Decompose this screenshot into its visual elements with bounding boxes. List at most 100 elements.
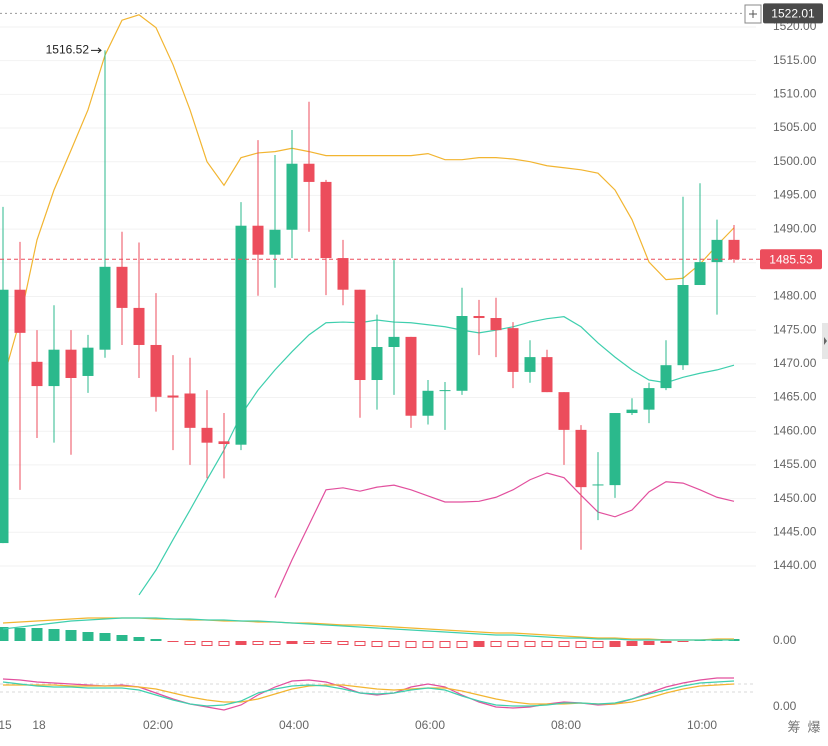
candle-body xyxy=(14,289,26,333)
macd-bar xyxy=(388,641,400,647)
macd-bar xyxy=(65,630,77,641)
y-tick-label: 1515.00 xyxy=(773,53,817,67)
macd-bar xyxy=(609,641,621,647)
macd-bar xyxy=(0,627,9,641)
y-tick-label: 1510.00 xyxy=(773,87,817,101)
candle-body xyxy=(150,344,162,397)
macd-bar xyxy=(133,637,145,641)
indicator-line xyxy=(2,680,735,707)
macd-bar xyxy=(337,641,349,645)
macd-line xyxy=(2,617,734,641)
candle-body xyxy=(303,163,315,182)
macd-bar xyxy=(235,641,247,645)
x-tick-label: 18 xyxy=(32,718,46,732)
candle-body xyxy=(167,395,179,398)
macd-bar xyxy=(354,641,366,646)
candle-body xyxy=(371,346,383,381)
candle-body xyxy=(439,390,451,392)
y-tick-label: 1440.00 xyxy=(773,558,817,572)
candle-body xyxy=(31,361,43,387)
x-tick-label: 04:00 xyxy=(279,718,309,732)
y-tick-label: 1450.00 xyxy=(773,491,817,505)
candle-body xyxy=(116,266,128,308)
x-tick-label: 15 xyxy=(0,718,12,732)
macd-bar xyxy=(218,641,230,646)
footer-button[interactable]: 筹 xyxy=(787,719,800,734)
footer-button[interactable]: 爆 xyxy=(807,719,820,734)
macd-bar xyxy=(660,641,672,643)
y-tick-label: 1455.00 xyxy=(773,457,817,471)
candle-body xyxy=(592,484,604,486)
candle-body xyxy=(728,239,740,260)
candle-body xyxy=(82,347,94,376)
macd-bar xyxy=(48,629,60,641)
y-tick-label: 0.00 xyxy=(773,699,797,713)
macd-bar xyxy=(422,641,434,648)
macd-bar xyxy=(82,632,94,641)
candle-body xyxy=(575,429,587,488)
y-tick-label: 1505.00 xyxy=(773,120,817,134)
macd-bar xyxy=(201,641,213,646)
candle-body xyxy=(541,357,553,393)
candle-body xyxy=(133,307,145,345)
y-tick-label: 1495.00 xyxy=(773,188,817,202)
macd-bar xyxy=(303,641,315,644)
candle-body xyxy=(184,393,196,428)
macd-bar xyxy=(371,641,383,647)
candle-body xyxy=(694,262,706,286)
y-tick-label: 1490.00 xyxy=(773,221,817,235)
candle-body xyxy=(456,316,468,391)
top-price-box xyxy=(763,3,823,24)
macd-bar xyxy=(286,641,298,644)
macd-bar xyxy=(116,635,128,641)
crosshair-icon xyxy=(749,10,757,18)
macd-bar xyxy=(473,641,485,647)
macd-bar xyxy=(405,641,417,648)
x-tick-label: 08:00 xyxy=(551,718,581,732)
candle-body xyxy=(507,328,519,372)
candle-body xyxy=(354,289,366,381)
candle-body xyxy=(524,357,536,372)
candle-body xyxy=(626,409,638,414)
macd-bar xyxy=(507,641,519,647)
candle-body xyxy=(0,289,9,544)
y-tick-label: 1445.00 xyxy=(773,524,817,538)
candle-body xyxy=(660,365,672,389)
x-tick-label: 02:00 xyxy=(143,718,173,732)
candle-body xyxy=(235,225,247,445)
candle-body xyxy=(65,349,77,378)
candle-body xyxy=(201,427,213,443)
macd-bar xyxy=(252,641,264,645)
candle-body xyxy=(422,390,434,416)
candle-body xyxy=(473,316,485,319)
macd-bar xyxy=(150,639,162,641)
macd-bar xyxy=(456,641,468,648)
macd-bar xyxy=(626,641,638,646)
last-price-box xyxy=(760,249,822,270)
candle-body xyxy=(218,441,230,445)
macd-bar xyxy=(558,641,570,647)
macd-bar xyxy=(14,628,26,641)
macd-bar xyxy=(490,641,502,647)
high-marker-arrow xyxy=(91,47,102,54)
candle-body xyxy=(252,225,264,255)
candle-body xyxy=(48,349,60,387)
macd-bar xyxy=(320,641,332,644)
y-tick-label: 1460.00 xyxy=(773,423,817,437)
band-line xyxy=(138,316,735,596)
candle-body xyxy=(388,336,400,347)
macd-line xyxy=(2,617,734,641)
y-tick-label: 1500.00 xyxy=(773,154,817,168)
candle-body xyxy=(643,388,655,410)
candle-body xyxy=(337,258,349,290)
band-line xyxy=(274,472,735,598)
candle-body xyxy=(99,266,111,350)
macd-bar xyxy=(269,641,281,645)
candle-body xyxy=(490,318,502,331)
candle-body xyxy=(405,336,417,416)
macd-bar xyxy=(592,641,604,648)
macd-bar xyxy=(167,641,179,642)
macd-bar xyxy=(541,641,553,647)
